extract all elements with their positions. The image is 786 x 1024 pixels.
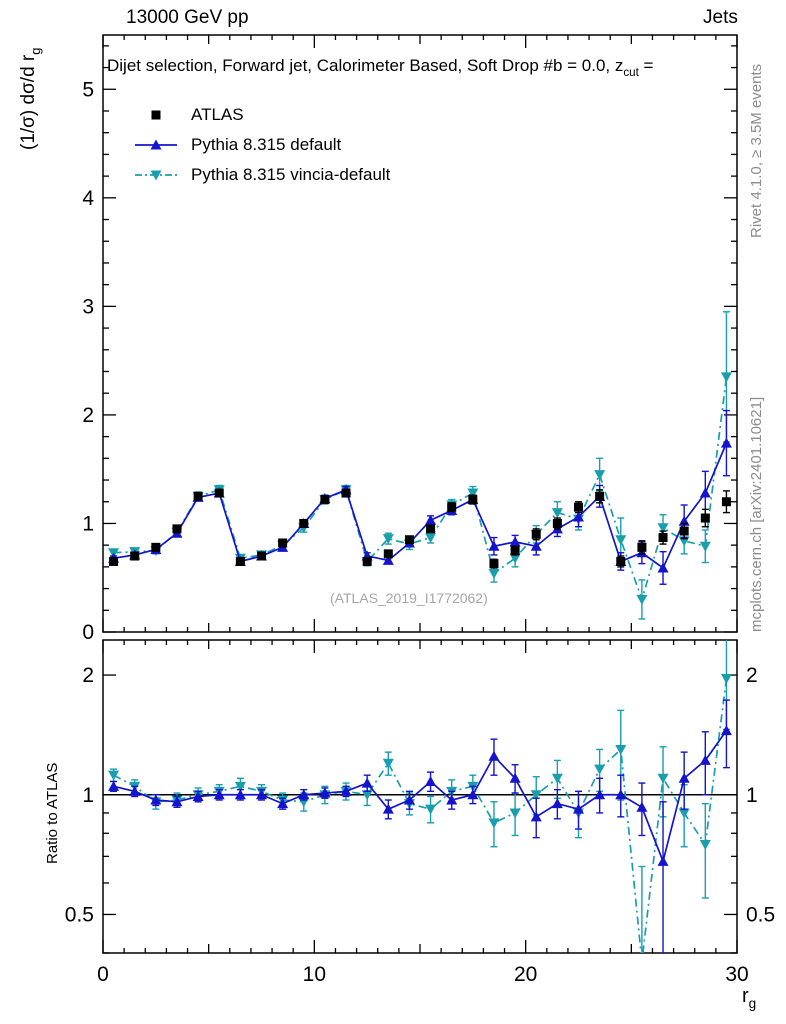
y-axis-label-subscript: g	[27, 47, 43, 55]
legend-item: Pythia 8.315 default	[133, 130, 390, 160]
side-note-mcplots-arxiv: mcplots.cern.ch [arXiv:2401.10621]	[748, 396, 765, 632]
tick-label: 10	[303, 963, 326, 986]
y-axis-label-main: (1/σ) dσ/d rg	[18, 48, 43, 150]
legend-marker-triangle-up-icon	[135, 139, 177, 150]
tick-label: 2	[82, 664, 94, 687]
tick-label: 2	[82, 404, 94, 427]
legend-label: ATLAS	[191, 105, 244, 124]
legend-label: Pythia 8.315 vincia-default	[191, 165, 391, 184]
series-pythia-8-315-vincia-default	[108, 311, 732, 620]
series-pythia-8-315-default	[108, 699, 732, 953]
y-axis-label-ratio: Ratio to ATLAS	[44, 762, 61, 864]
legend-marker-triangle-down-icon	[135, 170, 177, 181]
legend-label: Pythia 8.315 default	[191, 135, 342, 154]
tick-label: 20	[514, 963, 537, 986]
watermark-analysis-id: (ATLAS_2019_I1772062)	[330, 590, 488, 606]
tick-label: 0	[97, 963, 109, 986]
plot-title-tail: =	[638, 56, 654, 75]
tick-label: 1	[746, 784, 758, 807]
tick-label: 1	[82, 512, 94, 535]
tick-label: 4	[82, 187, 94, 210]
y-axis-label-text: (1/σ) dσ/d r	[18, 54, 39, 150]
header-analysis-group: Jets	[703, 7, 738, 28]
tick-label: 0	[82, 621, 94, 644]
x-axis-label-subscript: g	[748, 996, 757, 1012]
tick-label: 0.5	[65, 903, 94, 926]
header-beam-energy: 13000 GeV pp	[126, 7, 249, 28]
side-note-rivet-version: Rivet 4.1.0, ≥ 3.5M events	[748, 63, 765, 238]
tick-label: 30	[725, 963, 748, 986]
plot-title-text: Dijet selection, Forward jet, Calorimete…	[107, 56, 624, 75]
plot-title-subscript: cut	[623, 67, 639, 80]
tick-label: 5	[82, 78, 94, 101]
tick-label: 2	[746, 664, 758, 687]
tick-label: 3	[82, 295, 94, 318]
series-pythia-8-315-vincia-default	[108, 640, 732, 953]
series-atlas	[109, 488, 731, 569]
tick-label: 1	[82, 784, 94, 807]
legend-item: ATLAS	[133, 100, 390, 130]
legend-marker-square-icon	[151, 110, 161, 120]
legend: ATLAS Pythia 8.315 default Pythia 8.315 vi…	[133, 100, 390, 190]
legend-item: Pythia 8.315 vincia-default	[133, 160, 390, 190]
x-axis-label-text: r	[742, 985, 749, 1007]
x-axis-label: rg	[742, 985, 756, 1011]
plot-title: Dijet selection, Forward jet, Calorimete…	[107, 56, 736, 79]
tick-label: 0.5	[746, 903, 775, 926]
